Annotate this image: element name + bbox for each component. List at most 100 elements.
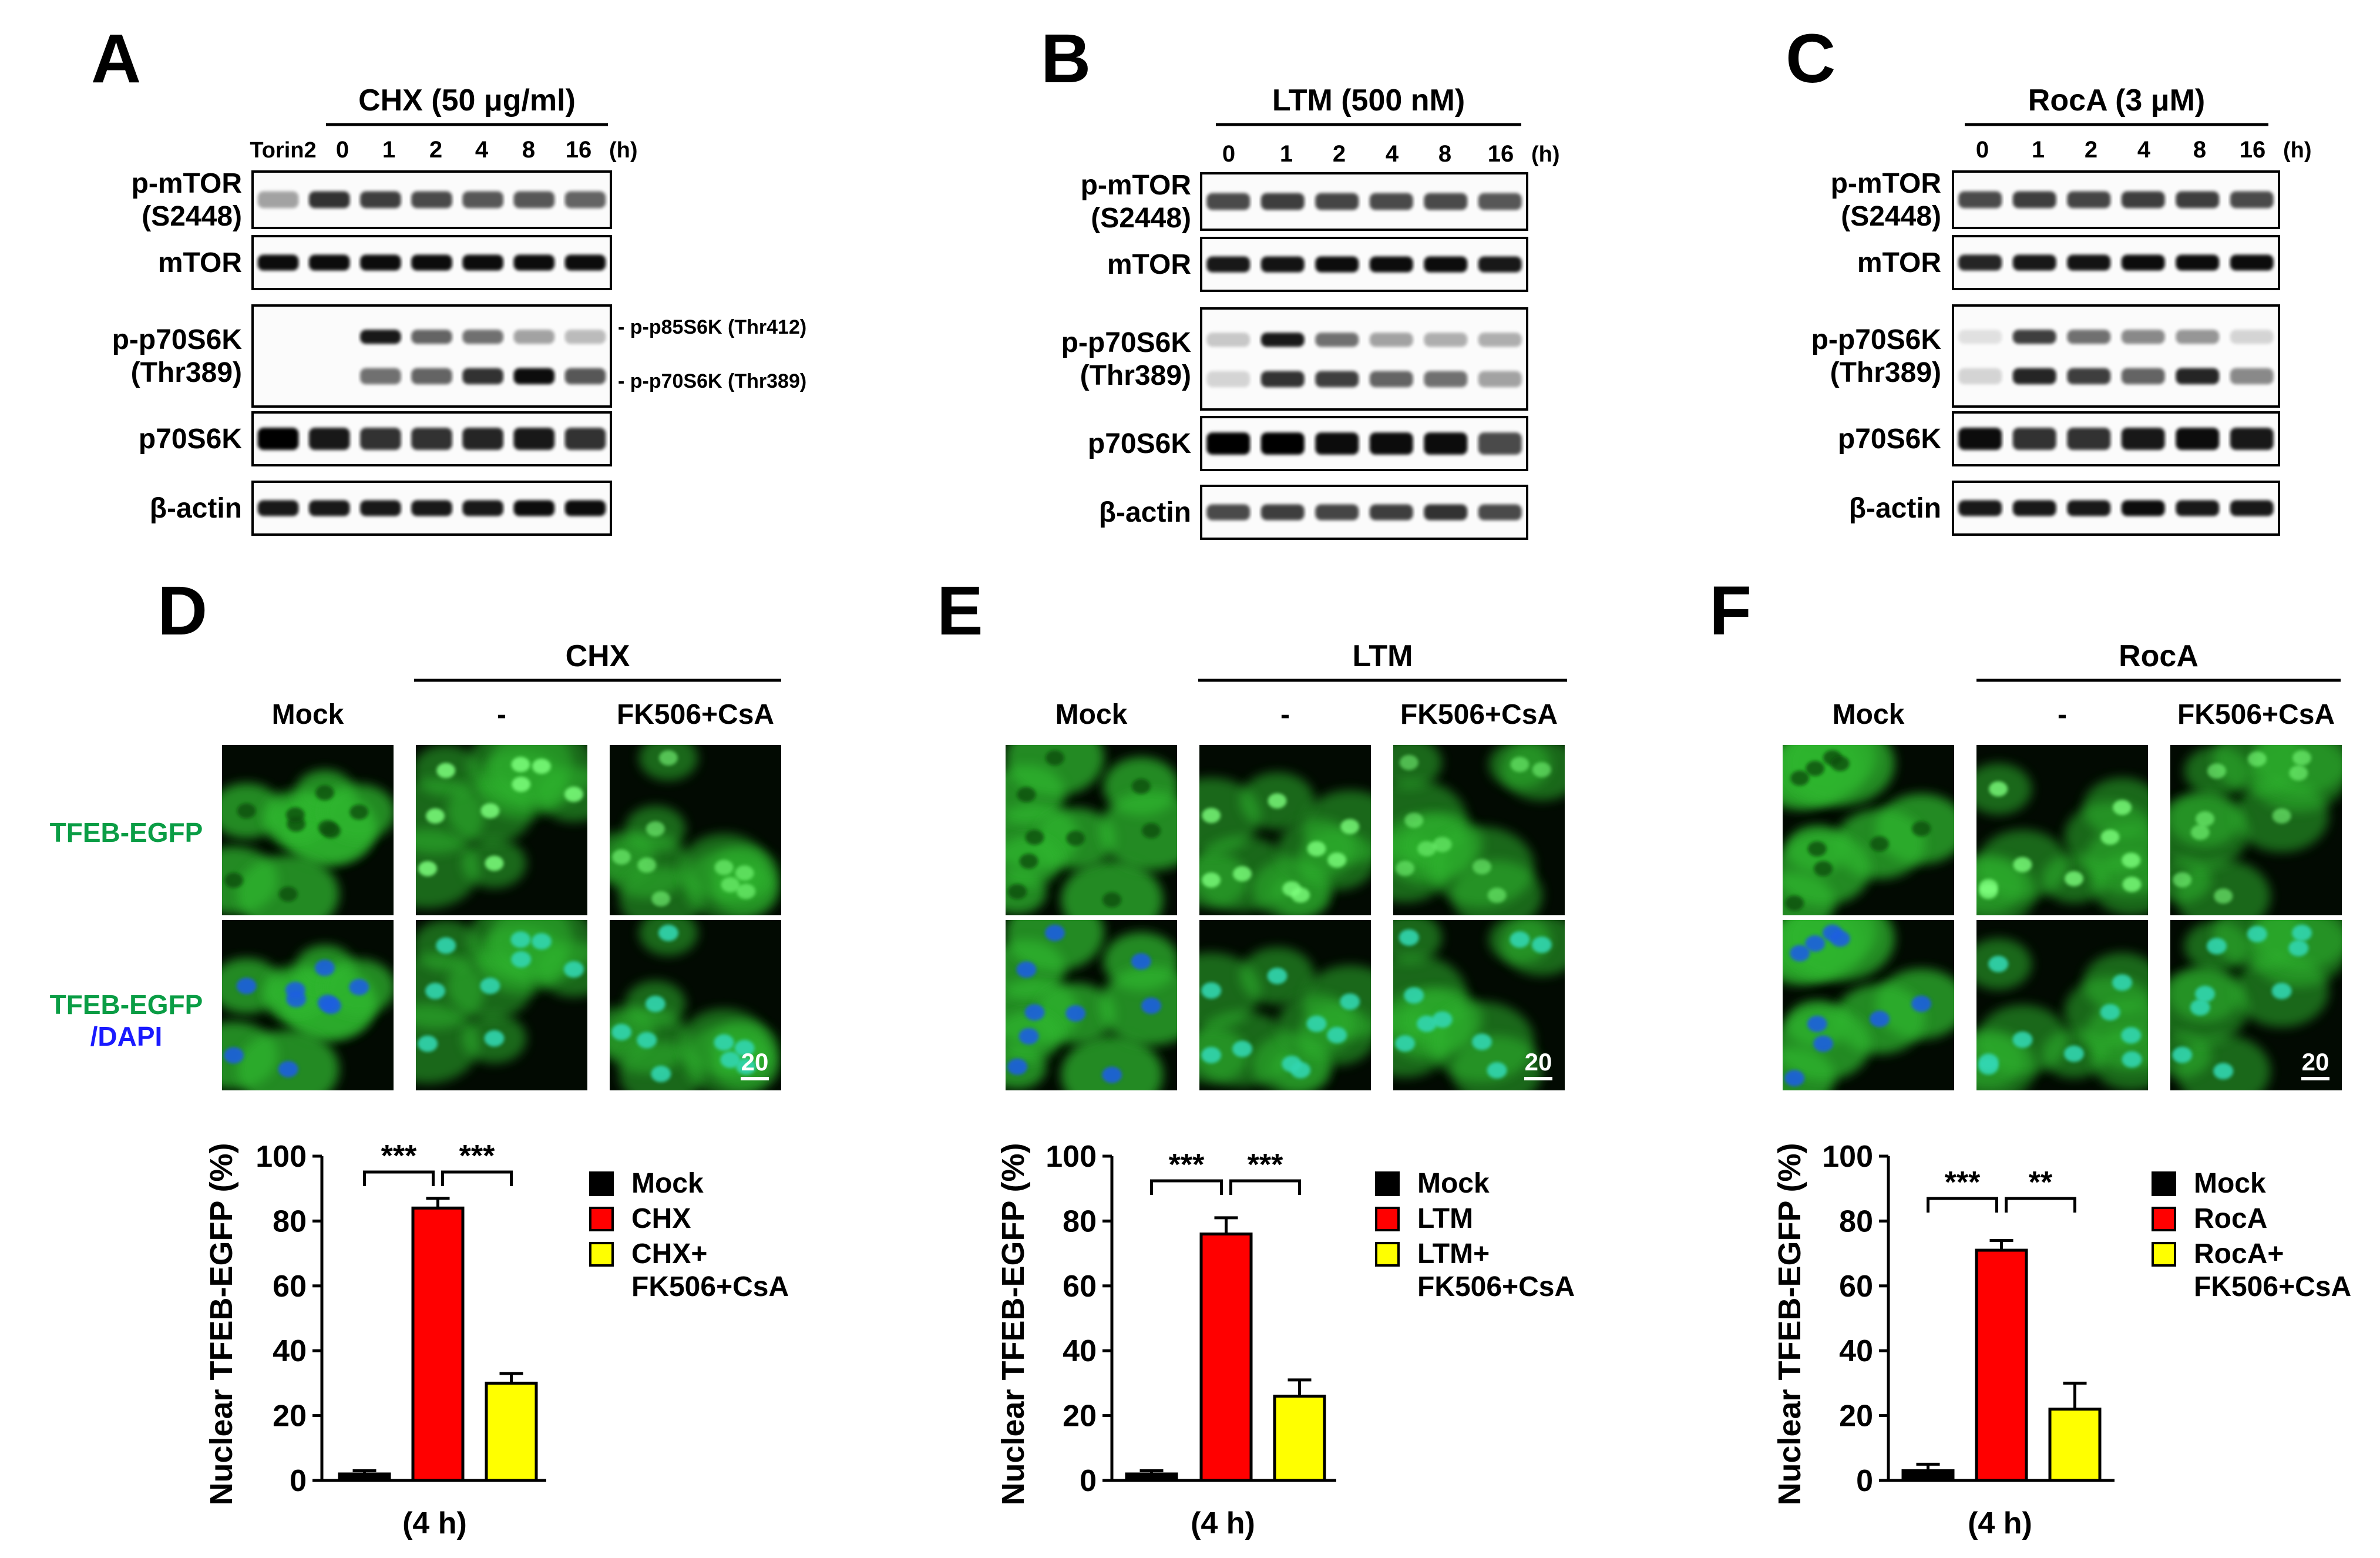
significance-label: *** bbox=[1248, 1148, 1283, 1182]
blot-panel-c: C RocA (3 μM) 0 1 2 4 8 16 (h) p-mTOR(S2448) mTOR p… bbox=[1786, 20, 2312, 536]
blot-band bbox=[2067, 330, 2111, 344]
blot-band bbox=[462, 500, 503, 516]
column-label: Mock bbox=[1833, 699, 1905, 730]
bar bbox=[411, 1206, 465, 1482]
bar bbox=[2048, 1408, 2102, 1482]
blot-band bbox=[308, 254, 350, 271]
band-annotation: - p-p70S6K (Thr389) bbox=[618, 370, 806, 392]
legend-swatch bbox=[589, 1242, 614, 1267]
blot-band bbox=[564, 368, 606, 385]
micrograph bbox=[1199, 745, 1371, 915]
micro-panel-f: F RocA Mock - FK506+CsA 20 bbox=[1709, 572, 2342, 1090]
micrograph bbox=[1199, 920, 1371, 1090]
blot-band bbox=[513, 191, 555, 209]
micrograph bbox=[2170, 920, 2342, 1090]
blot-band bbox=[360, 500, 401, 516]
micro-panel-e: E LTM Mock - FK506+CsA 20 bbox=[937, 572, 1567, 1090]
column-label: - bbox=[1280, 699, 1290, 730]
blot-band bbox=[2230, 254, 2274, 271]
blot-band bbox=[411, 254, 452, 271]
blot-band bbox=[360, 428, 401, 450]
column-label: FK506+CsA bbox=[617, 699, 774, 730]
panel-letter: F bbox=[1709, 572, 1752, 650]
legend-label: LTM+ bbox=[1417, 1238, 1490, 1270]
blot-strip bbox=[251, 235, 612, 290]
blot-band bbox=[257, 500, 299, 516]
blot-strip bbox=[1200, 237, 1528, 292]
blot-row-label: p-mTOR bbox=[1081, 170, 1191, 201]
legend-label: RocA bbox=[2194, 1203, 2267, 1234]
treatment-label: LTM (500 nM) bbox=[1272, 83, 1465, 117]
panel-letter: C bbox=[1786, 20, 1836, 98]
blot-band bbox=[2121, 330, 2165, 344]
micrograph bbox=[1976, 920, 2148, 1090]
blot-band bbox=[2230, 191, 2274, 209]
blot-row-label: (Thr389) bbox=[131, 357, 242, 388]
y-axis-label: Nuclear TFEB-EGFP (%) bbox=[204, 1143, 239, 1505]
blot-band bbox=[2012, 191, 2056, 209]
y-tick-label: 40 bbox=[273, 1334, 307, 1368]
blot-band bbox=[1260, 432, 1305, 455]
blot-row-label: p-mTOR bbox=[1831, 168, 1941, 199]
blot-band bbox=[360, 330, 401, 344]
micrograph bbox=[1393, 920, 1565, 1090]
blot-band bbox=[308, 191, 350, 209]
blot-band bbox=[2230, 330, 2274, 344]
blot-band bbox=[1369, 371, 1413, 388]
time-unit: (h) bbox=[609, 138, 638, 163]
y-tick-label: 20 bbox=[1839, 1399, 1873, 1433]
significance-bracket bbox=[2005, 1197, 2076, 1213]
scale-bar-label: 20 bbox=[1525, 1048, 1552, 1076]
blot-band bbox=[1206, 193, 1250, 210]
y-tick-label: 60 bbox=[1839, 1270, 1873, 1304]
blot-band bbox=[1478, 504, 1522, 521]
blot-band bbox=[462, 428, 503, 450]
panel-letter: A bbox=[91, 20, 141, 98]
blot-band bbox=[308, 500, 350, 516]
legend-swatch bbox=[2152, 1171, 2176, 1196]
micro-panel-d: D CHX Mock - FK506+CsA TFEB-EGFP TFEB-EGFP/DAP… bbox=[50, 572, 781, 1090]
treatment-label: RocA bbox=[2119, 639, 2199, 673]
blot-band bbox=[2121, 500, 2165, 516]
micrograph bbox=[1783, 920, 1954, 1090]
blot-row-label: p-p70S6K bbox=[1061, 327, 1192, 358]
lane-label: 1 bbox=[382, 137, 395, 163]
bar bbox=[1975, 1248, 2028, 1482]
scale-bar-label: 20 bbox=[2302, 1048, 2329, 1076]
legend-swatch bbox=[2152, 1242, 2176, 1267]
lane-label: 4 bbox=[1386, 141, 1399, 167]
lane-label: 2 bbox=[2085, 137, 2097, 163]
blot-band bbox=[564, 330, 606, 344]
blot-band bbox=[360, 254, 401, 271]
column-label: FK506+CsA bbox=[2177, 699, 2335, 730]
blot-band bbox=[2012, 500, 2056, 516]
blot-band bbox=[360, 368, 401, 385]
blot-band bbox=[257, 254, 299, 271]
legend-label: CHX bbox=[631, 1203, 691, 1234]
blot-band bbox=[462, 368, 503, 385]
bar bbox=[1273, 1394, 1326, 1482]
legend-label: FK506+CsA bbox=[1417, 1271, 1575, 1302]
blot-band bbox=[411, 330, 452, 344]
blot-band bbox=[2176, 330, 2220, 344]
blot-band bbox=[1958, 191, 2002, 209]
blot-band bbox=[1424, 371, 1468, 388]
blot-band bbox=[2230, 500, 2274, 516]
blot-band bbox=[1958, 500, 2002, 516]
lane-label: 16 bbox=[566, 137, 592, 163]
blot-band bbox=[564, 500, 606, 516]
y-tick-label: 0 bbox=[1856, 1464, 1873, 1498]
blot-band bbox=[360, 191, 401, 209]
blot-band bbox=[513, 368, 555, 385]
blot-band bbox=[2067, 254, 2111, 271]
blot-band bbox=[513, 330, 555, 344]
x-axis-label: (4 h) bbox=[402, 1506, 467, 1540]
row-label: TFEB-EGFP bbox=[50, 817, 203, 848]
treatment-label: CHX bbox=[566, 639, 630, 673]
blot-strip bbox=[251, 170, 612, 229]
significance-bracket bbox=[441, 1170, 513, 1186]
blot-band bbox=[1369, 432, 1413, 455]
blot-band bbox=[1260, 504, 1305, 521]
y-tick-label: 0 bbox=[290, 1464, 307, 1498]
